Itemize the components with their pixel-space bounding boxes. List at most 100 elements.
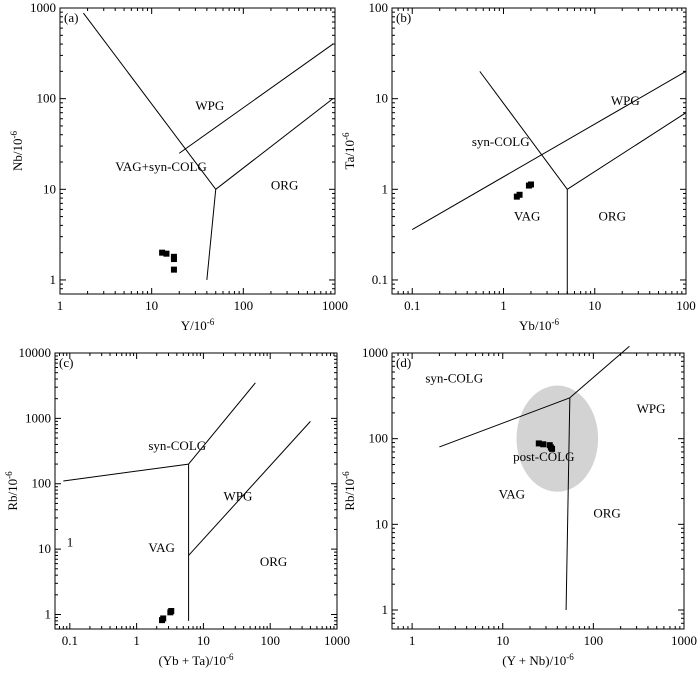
x-axis-label: Y/10-6 <box>181 317 215 333</box>
panel-label: (a) <box>64 10 78 25</box>
panel-b: 0.1 1 10 1000.1110100Yb/10-6Ta/10-6(b)WPGsy… <box>341 0 696 333</box>
y-tick-label: 10 <box>43 181 56 196</box>
x-tick-label: 1 <box>409 633 416 648</box>
y-axis-label-text: Nb/10 <box>10 139 25 172</box>
field-label: ORG <box>599 209 626 224</box>
x-tick-label: 1000 <box>671 633 697 648</box>
tick-marks <box>54 352 338 630</box>
data-point <box>163 250 170 257</box>
y-tick-label: 1000 <box>362 345 388 360</box>
panel-d: 1 10 100 1000 1 10 100 1000 (Y + Nb)/10-6 Rb/10-6… <box>341 345 697 668</box>
y-tick-label: 1 <box>382 602 389 617</box>
field-label: post-COLG <box>513 449 574 464</box>
field-boundary-line <box>83 12 217 190</box>
y-axis-label-text: Rb/10 <box>5 479 20 511</box>
y-axis-label-exp: -6 <box>341 132 351 140</box>
y-tick-label: 100 <box>37 91 57 106</box>
x-axis-label-exp: -6 <box>226 652 234 662</box>
panel-label: (b) <box>396 10 411 25</box>
x-axis-label: Yb/10-6 <box>519 317 559 333</box>
field-label: VAG <box>499 487 526 502</box>
y-tick-label: 10 <box>375 516 388 531</box>
x-tick-label: 10 <box>145 298 158 313</box>
tick-marks <box>391 352 685 630</box>
data-point <box>170 256 177 263</box>
field-boundary-line <box>206 189 217 281</box>
x-tick-label: 1 <box>500 298 507 313</box>
field-label: ORG <box>260 554 287 569</box>
field-label: ORG <box>593 506 620 521</box>
field-boundary-line <box>569 345 630 399</box>
plot-frame <box>391 352 685 630</box>
x-axis-label-exp: -6 <box>207 317 215 327</box>
field-label: 1 <box>67 534 74 549</box>
y-axis-label-exp: -6 <box>341 471 351 479</box>
x-axis-label: (Y + Nb)/10-6 <box>502 652 574 668</box>
x-axis-label-text: Yb/10 <box>519 318 552 333</box>
x-tick-label: 100 <box>234 298 254 313</box>
field-label: syn-COLG <box>425 371 483 386</box>
field-label: WPG <box>611 93 640 108</box>
x-tick-label: 10 <box>588 298 601 313</box>
field-label: WPG <box>195 98 224 113</box>
field-label: WPG <box>224 489 253 504</box>
y-tick-label: 1 <box>382 181 389 196</box>
field-boundary-line <box>565 397 571 611</box>
x-tick-label: 100 <box>676 298 696 313</box>
field-boundary-line <box>188 382 256 465</box>
x-tick-label: 100 <box>584 633 604 648</box>
y-tick-label: 1 <box>50 272 57 287</box>
x-axis-label-text: Y/10 <box>181 318 207 333</box>
data-point <box>168 608 175 615</box>
y-tick-label: 100 <box>369 431 389 446</box>
field-boundary-line <box>439 397 571 448</box>
field-boundary-line <box>567 112 687 190</box>
x-tick-label: 1 <box>57 298 64 313</box>
field-boundary-line <box>178 43 334 154</box>
plot-frame <box>59 7 336 295</box>
x-tick-label: 1 <box>133 633 140 648</box>
y-axis-label-text: Ta/10 <box>342 140 357 169</box>
x-tick-label: 100 <box>260 633 280 648</box>
y-axis-label: Rb/10-6 <box>4 471 20 511</box>
plot-frame <box>391 7 687 295</box>
panel-label: (c) <box>59 355 73 370</box>
post-colg-field <box>516 385 599 492</box>
x-axis-label-text: (Yb + Ta)/10 <box>158 653 226 668</box>
y-axis-label: Nb/10-6 <box>9 131 25 171</box>
field-boundary-line <box>188 421 311 556</box>
y-axis-label-text: Rb/10 <box>342 479 357 511</box>
y-tick-label: 100 <box>369 0 389 15</box>
data-point <box>540 441 547 448</box>
y-tick-label: 10000 <box>19 345 52 360</box>
data-point <box>170 266 177 273</box>
field-label: ORG <box>271 177 298 192</box>
data-point <box>549 445 556 452</box>
data-point <box>527 181 534 188</box>
y-axis-label-exp: -6 <box>4 471 14 479</box>
data-point <box>160 615 167 622</box>
data-point <box>535 440 542 447</box>
field-label: syn-COLG <box>148 438 206 453</box>
panel-a: 1 10 100 10001101001000Y/10-6Nb/10-6(a)WPGV… <box>9 0 348 333</box>
field-label: syn-COLG <box>472 134 530 149</box>
tick-marks <box>59 7 336 295</box>
x-tick-label: 10 <box>496 633 509 648</box>
panel-c: 0.1 1 10 100 1000 1 10 100 1000 10000 (Yb + Ta)/10… <box>4 345 350 668</box>
x-axis-label-exp: -6 <box>552 317 560 327</box>
y-tick-label: 1 <box>45 606 52 621</box>
data-point <box>159 249 166 256</box>
field-label: VAG <box>148 540 175 555</box>
x-tick-label: 10 <box>197 633 210 648</box>
y-tick-label: 1000 <box>25 410 51 425</box>
field-label: VAG <box>514 209 541 224</box>
field-boundary-line <box>215 98 334 190</box>
panel-label: (d) <box>396 355 411 370</box>
tick-marks <box>391 7 687 295</box>
x-tick-label: 1000 <box>322 298 348 313</box>
y-tick-label: 100 <box>32 476 52 491</box>
field-label: WPG <box>637 401 666 416</box>
plot-frame <box>54 352 338 630</box>
field-boundary-line <box>63 463 189 482</box>
